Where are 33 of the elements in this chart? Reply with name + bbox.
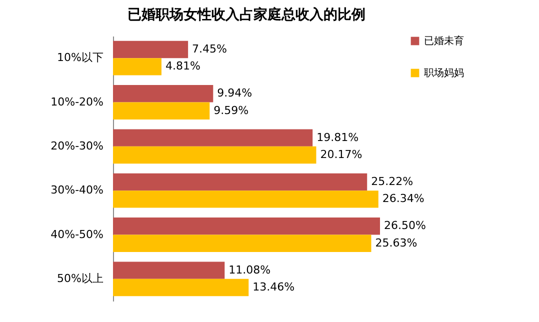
data-label: 13.46% (252, 280, 295, 294)
bar (113, 85, 214, 102)
data-label: 11.08% (228, 263, 271, 276)
y-tick-label: 10%-20% (50, 95, 104, 108)
data-label: 7.45% (192, 42, 228, 56)
legend-label: 职场妈妈 (424, 67, 464, 79)
bar (113, 234, 372, 252)
data-label: 25.63% (375, 236, 418, 250)
data-label: 26.34% (382, 192, 424, 206)
y-tick-label: 30%-40% (50, 184, 104, 197)
bar (113, 146, 316, 164)
data-label: 4.81% (165, 60, 200, 73)
bar (113, 278, 249, 296)
bar (113, 190, 378, 208)
bar (113, 129, 313, 146)
bar (113, 58, 162, 76)
data-label: 26.50% (384, 219, 426, 232)
legend-label: 已婚未育 (424, 35, 464, 47)
bar (113, 40, 188, 58)
y-tick-label: 40%-50% (50, 228, 104, 241)
data-label: 20.17% (320, 148, 362, 162)
y-tick-label: 50%以上 (57, 272, 104, 285)
data-label: 19.81% (316, 130, 359, 144)
y-tick-label: 20%-30% (50, 139, 104, 152)
y-tick-label: 10%以下 (57, 51, 104, 64)
data-label: 9.94% (217, 86, 252, 100)
data-label: 9.59% (214, 104, 249, 117)
bar (113, 102, 210, 120)
bar (113, 173, 368, 191)
bar (113, 218, 380, 235)
bar (113, 262, 225, 279)
data-label: 25.22% (371, 174, 414, 188)
chart-title: 已婚职场女性收入占家庭总收入的比例 (128, 6, 366, 23)
